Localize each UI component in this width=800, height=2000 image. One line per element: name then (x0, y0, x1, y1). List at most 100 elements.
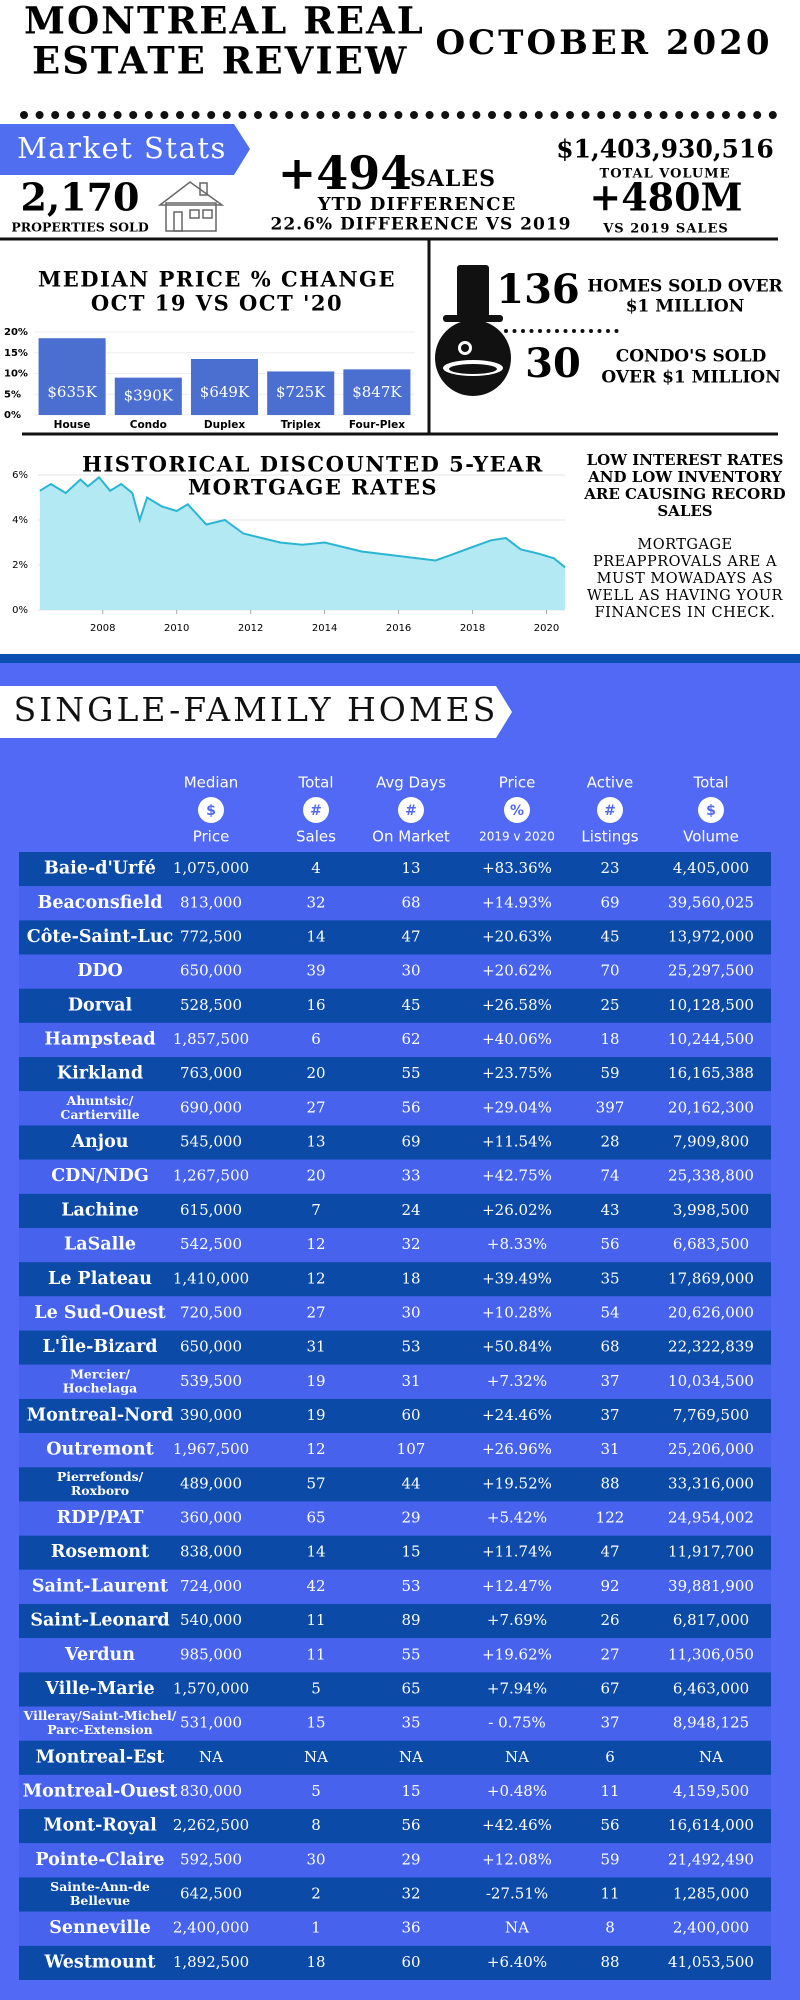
table-cell: +12.08% (482, 1850, 552, 1868)
table-cell: NA (199, 1748, 223, 1766)
table-cell: NA (505, 1748, 529, 1766)
x-tick-label: House (54, 419, 91, 431)
table-cell: +11.54% (482, 1133, 552, 1151)
area-name: Mont-Royal (43, 1816, 157, 1836)
chart-title: HISTORICAL DISCOUNTED 5-YEAR (82, 452, 544, 477)
table-cell: 45 (401, 996, 420, 1014)
table-cell: NA (699, 1748, 723, 1766)
column-header: 2019 v 2020 (479, 830, 555, 844)
table-cell: 1,267,500 (173, 1167, 249, 1185)
table-row (19, 1877, 771, 1912)
table-row (19, 1159, 771, 1194)
column-icon: % (510, 803, 524, 819)
table-cell: 7,769,500 (673, 1406, 749, 1424)
millionaire-icon (435, 265, 511, 396)
area-name: Kirkland (57, 1064, 143, 1084)
x-tick-label: Four-Plex (349, 419, 405, 431)
table-row (19, 1262, 771, 1297)
table-cell: 54 (600, 1303, 619, 1321)
table-cell: 56 (401, 1816, 420, 1834)
table-cell: 33,316,000 (668, 1474, 754, 1492)
table-cell: 6 (605, 1748, 615, 1766)
table-row (19, 920, 771, 955)
table-cell: 10,034,500 (668, 1372, 754, 1390)
area-name: Saint-Leonard (30, 1611, 169, 1631)
table-cell: 19 (306, 1406, 325, 1424)
table-cell: 642,500 (180, 1885, 242, 1903)
table-cell: 8 (605, 1919, 615, 1937)
table-cell: 542,500 (180, 1235, 242, 1253)
stat-value: +480M (589, 175, 742, 220)
table-cell: 25,206,000 (668, 1440, 754, 1458)
y-tick-label: 10% (4, 369, 28, 380)
bar (114, 377, 182, 415)
table-cell: 2,400,000 (173, 1919, 249, 1937)
table-cell: 35 (401, 1714, 420, 1732)
table-cell: 69 (401, 1133, 420, 1151)
table-cell: 25,297,500 (668, 962, 754, 980)
luxury-count: 136 (496, 266, 580, 313)
table-row (19, 1091, 771, 1126)
area-name: L'Île-Bizard (42, 1336, 157, 1357)
table-cell: 6,683,500 (673, 1235, 749, 1253)
table-cell: 32 (401, 1885, 420, 1903)
y-tick-label: 15% (4, 348, 28, 359)
date: OCTOBER 2020 (436, 23, 773, 63)
table-cell: 56 (401, 1098, 420, 1116)
table-cell: 21,492,490 (668, 1850, 754, 1868)
table-row (19, 1604, 771, 1639)
table-cell: 1,075,000 (173, 859, 249, 877)
area-name: Pointe-Claire (35, 1850, 164, 1870)
table-cell: +8.33% (487, 1235, 547, 1253)
table-cell: 60 (401, 1953, 420, 1971)
bar-label: $649K (200, 383, 250, 401)
x-tick-label: 2010 (164, 623, 189, 634)
table-cell: 11 (600, 1782, 619, 1800)
table-cell: 10,244,500 (668, 1030, 754, 1048)
table-row (19, 1125, 771, 1160)
column-header: Active (587, 774, 633, 792)
table-cell: 59 (600, 1064, 619, 1082)
table-cell: 11 (306, 1645, 325, 1663)
table-cell: 31 (600, 1440, 619, 1458)
table-cell: 56 (600, 1816, 619, 1834)
section-banner (0, 686, 512, 738)
table-cell: 39 (306, 962, 325, 980)
table-row (19, 1228, 771, 1263)
table-cell: 2 (311, 1885, 321, 1903)
y-tick-label: 5% (4, 389, 21, 400)
column-header: Sales (296, 828, 336, 846)
column-header: Listings (581, 828, 638, 846)
table-cell: 720,500 (180, 1303, 242, 1321)
table-cell: 31 (401, 1372, 420, 1390)
table-row (19, 1398, 771, 1434)
table-cell: 53 (401, 1338, 420, 1356)
area-name: Côte-Saint-Luc (27, 927, 173, 947)
table-cell: 39,560,025 (668, 893, 754, 911)
area-name: Montreal-Est (36, 1747, 165, 1767)
table-cell: 55 (401, 1064, 420, 1082)
column-icon-circle (303, 797, 329, 823)
table-row (19, 1057, 771, 1092)
table-cell: 539,500 (180, 1372, 242, 1390)
table-cell: 56 (600, 1235, 619, 1253)
stat-value: +494 (278, 146, 413, 200)
table-cell: +29.04% (482, 1098, 552, 1116)
table-cell: 47 (600, 1543, 619, 1561)
area-name: Parc-Extension (47, 1722, 153, 1737)
house-icon (157, 181, 225, 232)
note-body: WELL AS HAVING YOUR (587, 588, 784, 604)
table-cell: 68 (600, 1338, 619, 1356)
table-cell: 17,869,000 (668, 1269, 754, 1287)
table-cell: 57 (306, 1474, 325, 1492)
table-cell: 62 (401, 1030, 420, 1048)
table-cell: 37 (600, 1406, 619, 1424)
column-icon: $ (706, 803, 716, 819)
x-tick-label: Condo (130, 419, 167, 431)
table-cell: 2,400,000 (673, 1919, 749, 1937)
table-row (19, 988, 771, 1023)
table-cell: 772,500 (180, 927, 242, 945)
table-cell: +19.62% (482, 1645, 552, 1663)
table-cell: +83.36% (482, 859, 552, 877)
table-cell: 592,500 (180, 1850, 242, 1868)
